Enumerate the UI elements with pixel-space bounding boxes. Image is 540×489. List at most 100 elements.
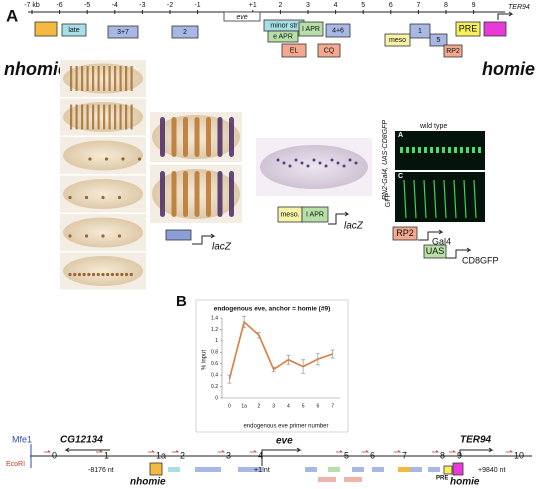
signal	[448, 147, 451, 153]
spot	[84, 195, 89, 200]
stripe	[81, 66, 84, 91]
gene-arrow	[64, 447, 110, 453]
pre-box	[443, 465, 453, 475]
scale-label: 5	[361, 2, 365, 9]
sub-label: A	[398, 132, 403, 139]
signal	[442, 147, 445, 153]
stripe	[103, 66, 106, 91]
spot	[282, 161, 286, 165]
element-box	[238, 467, 264, 472]
scale-label: -5	[84, 2, 90, 9]
spot	[77, 272, 82, 277]
signal	[478, 147, 481, 153]
element-label: e APR	[273, 33, 293, 40]
spot	[87, 272, 91, 277]
stripe	[217, 171, 223, 217]
element-label: I APR	[302, 26, 320, 33]
element-box	[171, 25, 199, 39]
spot	[336, 161, 340, 165]
reporter-label: lacZ	[344, 221, 364, 232]
primer-arrow	[432, 450, 440, 453]
axon	[433, 179, 437, 219]
scale-label: 2	[278, 2, 282, 9]
spot	[104, 157, 109, 161]
y-axis-title: % input	[202, 350, 208, 370]
chart-title: endogenous eve, anchor = homie (#9)	[214, 306, 331, 313]
element-label: RP2	[446, 48, 460, 55]
stripe	[81, 104, 84, 130]
insulator-label: homie	[482, 59, 535, 79]
reporter-box-label: meso.	[280, 211, 299, 218]
spot	[106, 272, 110, 277]
element-box	[318, 477, 336, 482]
signal	[430, 147, 433, 153]
insulator-box	[34, 21, 58, 37]
primer-arrow	[96, 450, 104, 453]
element-label: 1	[418, 28, 422, 35]
element-label: CQ	[324, 47, 335, 54]
line-chart: 0 0.2 0.4 0.6 0.8 1 1.2 1.4 0 1a 2 3 4 5 6 7	[211, 315, 340, 409]
spot	[300, 161, 304, 165]
pre-label: PRE	[436, 476, 448, 482]
axon	[403, 179, 407, 219]
coordinate-label: +1 nt	[254, 467, 270, 474]
reporter-label: lacZ	[212, 242, 232, 253]
spot	[110, 272, 115, 277]
element-box	[429, 33, 448, 47]
error-bar	[242, 315, 247, 329]
axon	[413, 179, 417, 219]
element-label: EL	[290, 47, 299, 54]
primer-arrow	[44, 450, 52, 453]
site-label: Mfe1	[12, 434, 32, 444]
primer-label: 2	[180, 450, 185, 460]
spot	[101, 272, 105, 277]
stripe	[130, 66, 133, 91]
x-tick-label: 3	[272, 403, 275, 409]
stripe	[70, 66, 73, 91]
signal	[466, 147, 469, 153]
error-bar	[271, 366, 276, 373]
signal	[424, 147, 427, 153]
gene-box	[223, 11, 261, 22]
series-line	[228, 320, 333, 380]
element-box	[443, 44, 463, 58]
signal	[412, 147, 415, 153]
photo	[395, 172, 485, 222]
insulator-label: nhomie	[130, 477, 166, 488]
stripe	[92, 66, 95, 91]
stripe	[103, 104, 106, 130]
primer-arrow	[148, 450, 156, 453]
signal	[406, 147, 409, 153]
driver-box	[423, 244, 447, 259]
element-box	[107, 25, 139, 39]
element-label: meso	[389, 37, 406, 44]
spot	[330, 158, 334, 162]
spot	[96, 272, 100, 277]
insulator-box	[452, 462, 464, 476]
spot	[354, 161, 358, 165]
element-box	[428, 467, 440, 472]
element-box	[267, 30, 299, 43]
y-tick-label: 0.2	[211, 384, 218, 390]
sub-label: C	[398, 173, 403, 180]
scale-label: -4	[112, 2, 118, 9]
y-tick-label: 0.6	[211, 361, 218, 367]
stain	[276, 158, 358, 168]
element-box	[409, 23, 431, 39]
element-label: 2	[183, 29, 187, 36]
stripe	[171, 117, 177, 157]
map-features: 0 1 1a 2 3 4 5 6 7 8 9 10	[44, 450, 524, 482]
axon	[443, 179, 447, 219]
reporter-box	[165, 229, 192, 241]
axon	[423, 179, 427, 219]
panel-label: B	[176, 293, 187, 310]
driver-label: UAS	[426, 246, 445, 256]
genotype-label: RN2-Gal4, UAS-CD8GFP	[382, 120, 389, 200]
arrow	[446, 247, 472, 259]
element-label: 3+7	[117, 29, 129, 36]
stripe	[171, 171, 177, 217]
scale-label: 4	[334, 2, 338, 9]
insulator-label: homie	[450, 477, 480, 488]
element-box	[298, 21, 324, 37]
